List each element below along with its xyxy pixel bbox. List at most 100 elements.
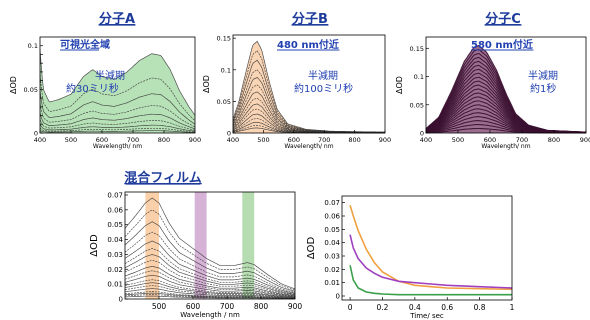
spectrum-line: [39, 119, 196, 131]
half-life-label: 約1秒: [530, 82, 556, 95]
half-life-label: 約100ミリ秒: [294, 82, 353, 95]
x-tick-label: 500: [65, 136, 77, 144]
y-tick-label: 0.05: [217, 98, 231, 106]
y-tick-label: 0.01: [324, 279, 340, 287]
spectrum-line: [124, 221, 296, 292]
x-tick-label: 800: [348, 136, 360, 144]
spectrum-line: [124, 254, 296, 295]
y-tick-label: 0: [336, 293, 340, 301]
y-tick-label: 0.03: [324, 253, 340, 261]
chart-title: 混合フィルム: [124, 170, 201, 186]
spectrum-line: [39, 127, 196, 133]
feature-label: 可視光全域: [60, 38, 110, 51]
spectrum-line: [124, 291, 296, 299]
spectrum-line: [39, 91, 196, 125]
spectrum-line: [124, 240, 296, 294]
spectrum-line: [39, 124, 196, 132]
spectrum-line: [39, 49, 196, 116]
chart-decay: 0 0.2 0.4 0.6 0.8 1 0 0.01 0.02 0.03 0.04 0.05 0.06 0…: [306, 195, 515, 320]
x-tick-label: 400: [34, 136, 46, 144]
x-tick-label: 700: [318, 136, 330, 144]
chart-A: 400 500 600 700 800 900 0 0.05 0.1 Wavelength/ nm…: [9, 11, 201, 150]
x-tick-label: 0.2: [377, 303, 389, 312]
decay-trace: [349, 205, 513, 291]
spectrum-line: [124, 197, 296, 290]
half-life-label: 半減期: [95, 69, 125, 82]
x-tick-label: 800: [158, 136, 170, 144]
x-axis-label: Wavelength/ nm: [93, 143, 142, 150]
x-tick-label: 600: [96, 136, 108, 144]
y-tick-label: 0.05: [410, 101, 424, 109]
y-tick-label: 0: [119, 296, 123, 304]
x-tick-label: 900: [580, 136, 590, 144]
feature-label: 580 nm付近: [471, 38, 533, 51]
y-tick-label: 0.1: [221, 66, 231, 74]
x-tick-label: 800: [254, 302, 269, 311]
spectrum-line: [124, 209, 296, 291]
x-tick-label: 900: [379, 136, 391, 144]
x-tick-label: 0.4: [409, 303, 421, 312]
y-tick-label: 0.06: [107, 206, 123, 214]
x-axis-label: Time/ sec: [409, 312, 444, 320]
y-tick-label: 0.04: [324, 239, 340, 247]
spectrum-line: [124, 279, 296, 298]
x-axis-label: Wavelength / nm: [180, 311, 240, 319]
chart-title: 分子C: [485, 11, 521, 27]
wavelength-band: [194, 192, 207, 299]
x-tick-label: 700: [516, 136, 528, 144]
y-tick-label: 0.01: [107, 281, 123, 289]
y-tick-label: 0.15: [217, 35, 231, 43]
y-axis-label: ΔOD: [306, 236, 317, 259]
spectrum-line: [124, 265, 296, 297]
x-tick-label: 400: [420, 136, 432, 144]
x-tick-label: 0: [348, 303, 353, 312]
y-tick-label: 0.15: [410, 45, 424, 53]
wavelength-band: [145, 192, 159, 299]
axes-frame: [124, 191, 296, 300]
chart-title: 分子B: [292, 11, 328, 27]
half-life-label: 半減期: [308, 69, 338, 82]
y-tick-label: 0.1: [28, 42, 38, 50]
x-tick-label: 500: [257, 136, 269, 144]
spectrum-line: [124, 260, 296, 296]
x-tick-label: 400: [227, 136, 239, 144]
axes-frame: [425, 36, 587, 134]
half-life-label: 約30ミリ秒: [66, 82, 119, 95]
x-tick-label: 0.6: [441, 303, 453, 312]
spectrum-line: [39, 103, 196, 128]
y-tick-label: 0.1: [414, 73, 424, 81]
x-tick-label: 900: [288, 302, 303, 311]
x-tick-label: 500: [452, 136, 464, 144]
x-tick-label: 500: [152, 302, 167, 311]
half-life-label: 半減期: [528, 69, 558, 82]
y-tick-label: 0.03: [107, 251, 123, 259]
y-tick-label: 0.07: [324, 199, 340, 207]
y-axis-label: ΔOD: [9, 76, 18, 94]
y-tick-label: 0.05: [107, 221, 123, 229]
spectrum-line: [124, 282, 296, 298]
y-tick-label: 0.02: [107, 266, 123, 274]
x-tick-label: 1: [510, 303, 515, 312]
x-tick-label: 700: [220, 302, 235, 311]
x-tick-label: 800: [548, 136, 560, 144]
spectrum-line: [124, 248, 296, 295]
spectrum-line: [124, 231, 296, 293]
axes-frame: [341, 195, 513, 301]
y-tick-label: 0: [34, 130, 38, 138]
y-axis-label: ΔOD: [202, 75, 211, 93]
spectrum-line: [124, 274, 296, 297]
y-tick-label: 0.07: [107, 191, 123, 199]
spectrum-line: [124, 294, 296, 299]
x-axis-label: Wavelength/ nm: [481, 143, 530, 150]
spectrum-fill: [426, 45, 586, 133]
spectrum-line: [39, 130, 196, 133]
y-tick-label: 0.05: [24, 86, 38, 94]
decay-trace: [349, 265, 512, 296]
y-tick-label: 0.02: [324, 266, 340, 274]
y-tick-label: 0.05: [324, 226, 340, 234]
spectrum-fill: [40, 49, 195, 133]
feature-label: 480 nm付近: [277, 38, 339, 51]
decay-trace: [349, 234, 513, 289]
chart-B: 400 500 600 700 800 900 0 0.05 0.1 0.15 Wavelength…: [202, 11, 391, 150]
